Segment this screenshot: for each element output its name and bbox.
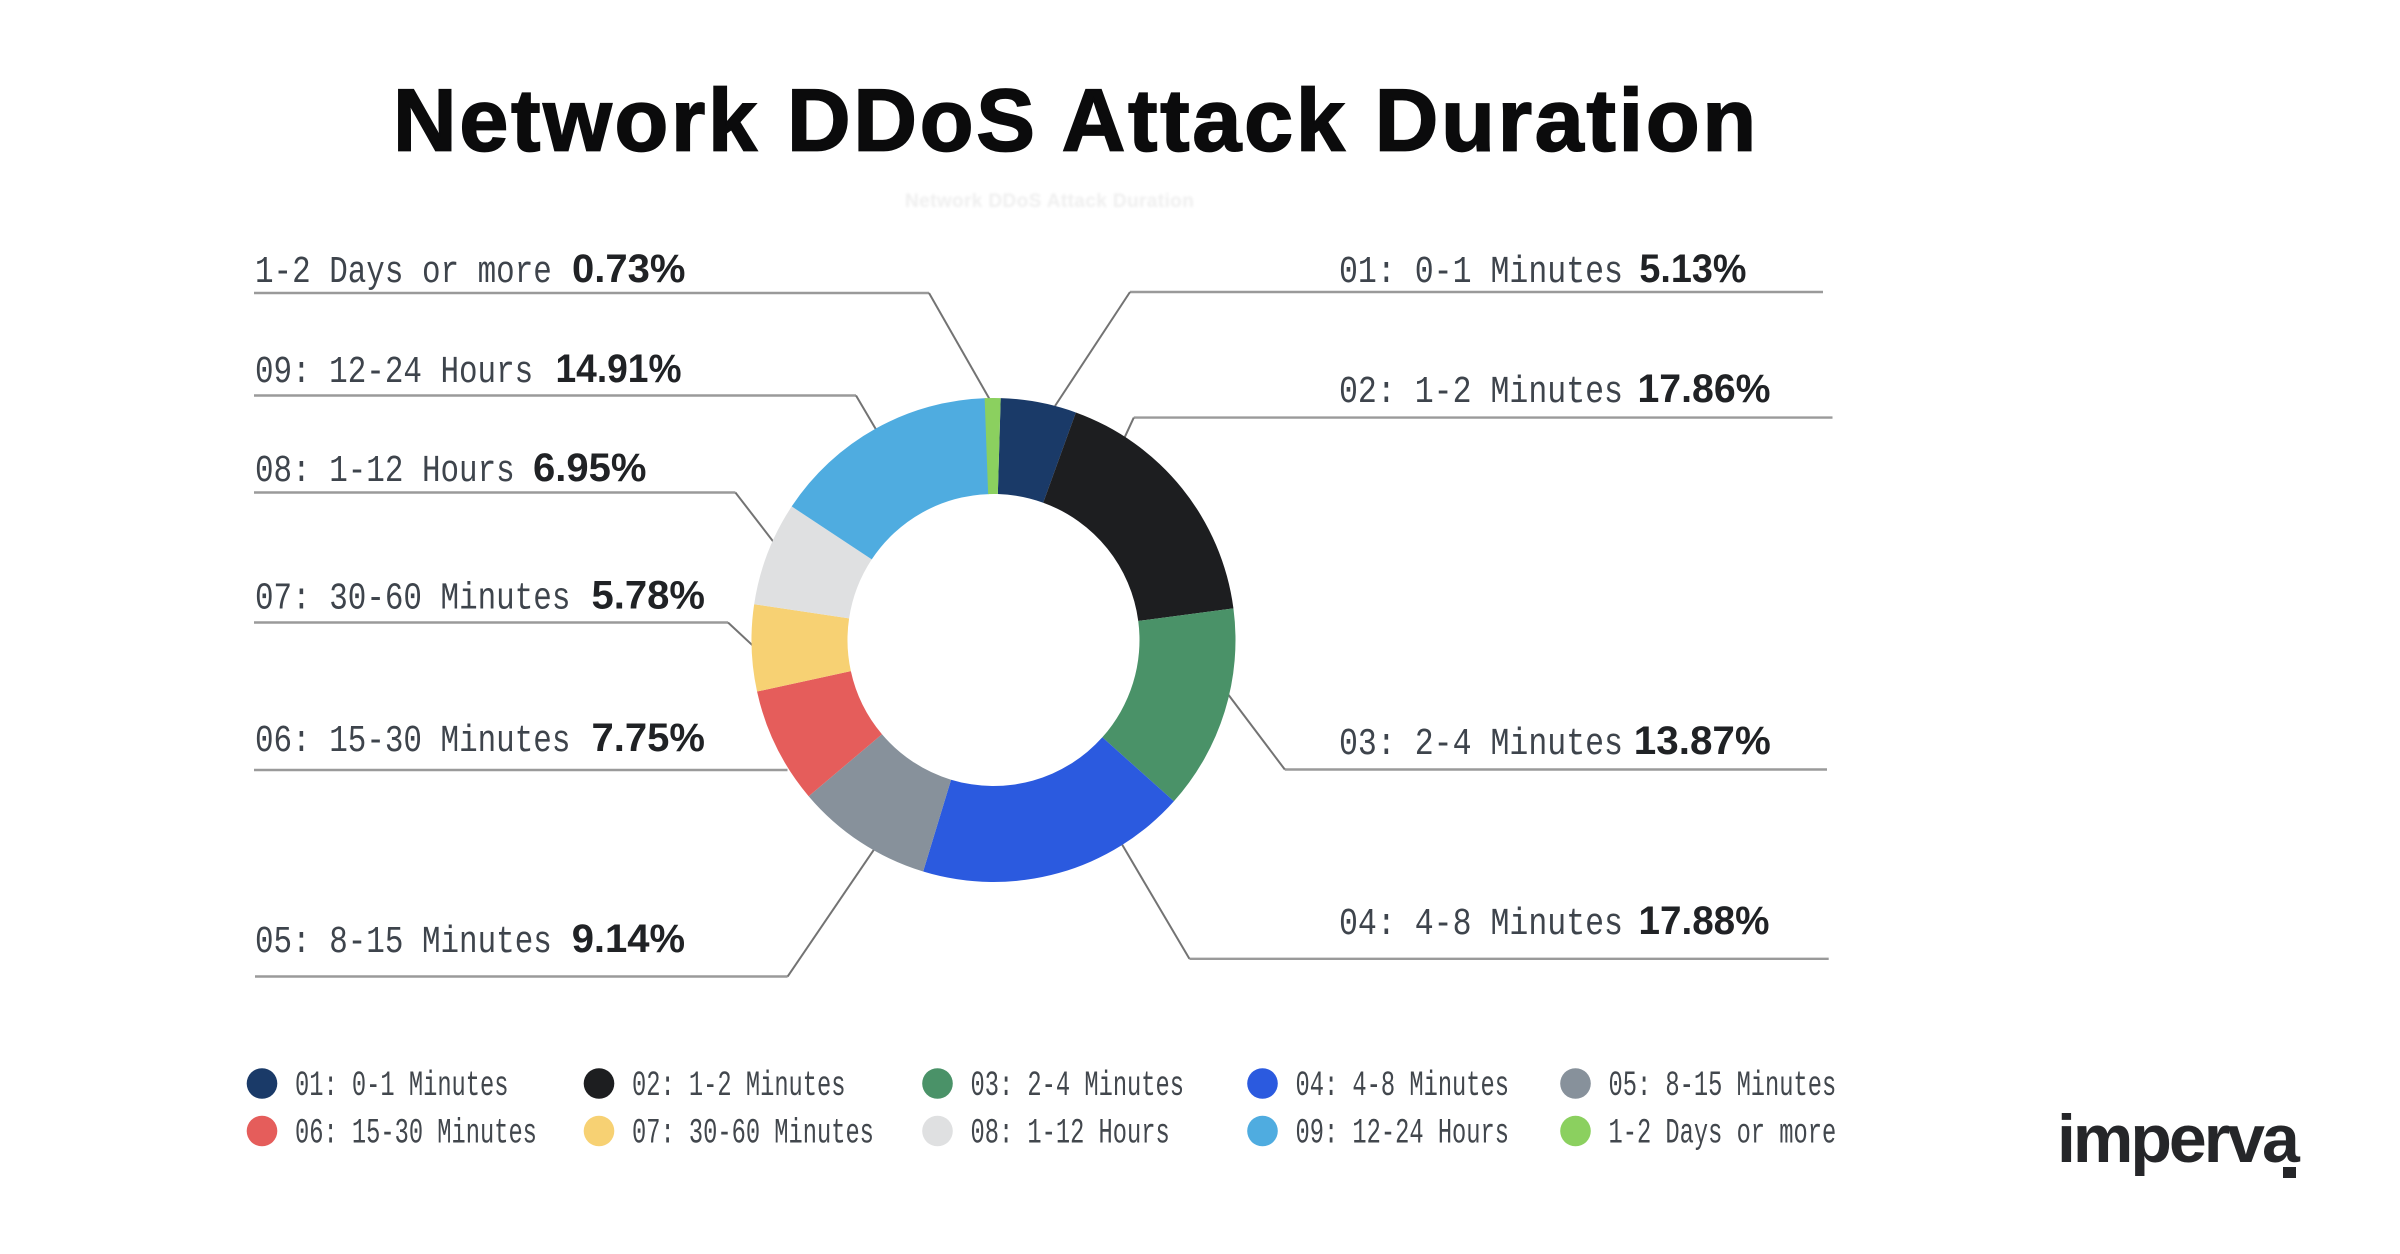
svg-text:5.13%: 5.13% [1639, 247, 1746, 291]
svg-text:08: 1-12 Hours: 08: 1-12 Hours [971, 1114, 1170, 1154]
svg-text:Network DDoS Attack Duration: Network DDoS Attack Duration [905, 191, 1194, 212]
svg-text:0.73%: 0.73% [572, 247, 685, 291]
svg-text:1-2 Days or more: 1-2 Days or more [1609, 1114, 1837, 1154]
svg-text:02: 1-2 Minutes: 02: 1-2 Minutes [632, 1066, 846, 1106]
svg-text:Network DDoS Attack Duration: Network DDoS Attack Duration [393, 71, 1759, 170]
svg-text:03: 2-4 Minutes: 03: 2-4 Minutes [971, 1066, 1185, 1106]
svg-text:imperva: imperva [2057, 1101, 2301, 1177]
svg-text:09: 12-24 Hours: 09: 12-24 Hours [1296, 1114, 1510, 1154]
svg-text:06: 15-30 Minutes: 06: 15-30 Minutes [295, 1114, 537, 1154]
svg-text:9.14%: 9.14% [572, 917, 685, 961]
svg-text:6.95%: 6.95% [533, 446, 646, 490]
svg-text:09: 12-24 Hours: 09: 12-24 Hours [255, 351, 533, 394]
svg-text:02: 1-2 Minutes: 02: 1-2 Minutes [1339, 371, 1623, 414]
svg-text:1-2 Days or more: 1-2 Days or more [255, 251, 552, 294]
svg-text:5.78%: 5.78% [592, 574, 705, 618]
svg-text:17.88%: 17.88% [1639, 899, 1770, 943]
svg-text:04: 4-8 Minutes: 04: 4-8 Minutes [1339, 903, 1623, 946]
svg-text:7.75%: 7.75% [592, 716, 705, 760]
svg-text:07: 30-60 Minutes: 07: 30-60 Minutes [255, 578, 570, 621]
svg-text:14.91%: 14.91% [556, 347, 682, 391]
svg-text:06: 15-30 Minutes: 06: 15-30 Minutes [255, 720, 570, 763]
svg-text:08: 1-12 Hours: 08: 1-12 Hours [255, 450, 515, 493]
svg-text:05: 8-15 Minutes: 05: 8-15 Minutes [255, 921, 552, 964]
svg-text:01: 0-1 Minutes: 01: 0-1 Minutes [295, 1066, 509, 1106]
svg-text:01: 0-1 Minutes: 01: 0-1 Minutes [1339, 251, 1623, 294]
svg-text:05: 8-15 Minutes: 05: 8-15 Minutes [1609, 1066, 1837, 1106]
svg-text:13.87%: 13.87% [1634, 719, 1771, 763]
svg-text:03: 2-4 Minutes: 03: 2-4 Minutes [1339, 723, 1623, 766]
svg-text:04: 4-8 Minutes: 04: 4-8 Minutes [1296, 1066, 1510, 1106]
svg-text:17.86%: 17.86% [1638, 367, 1771, 411]
svg-text:07: 30-60 Minutes: 07: 30-60 Minutes [632, 1114, 874, 1154]
